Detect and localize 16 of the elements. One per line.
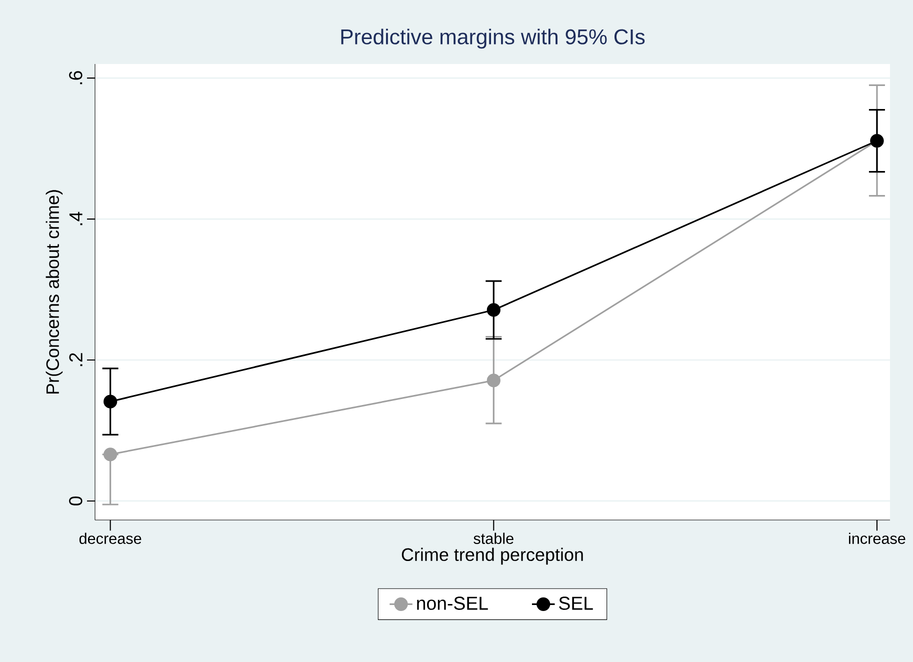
y-tick-label: .6 xyxy=(69,71,82,84)
point xyxy=(486,374,500,388)
y-tick-label: 0 xyxy=(69,496,82,506)
point xyxy=(486,303,500,317)
y-tick-label: .4 xyxy=(69,212,82,226)
y-axis-title: Pr(Concerns about crime) xyxy=(46,190,63,394)
legend-label: non-SEL xyxy=(417,596,488,610)
point xyxy=(104,394,118,408)
legend-label: SEL xyxy=(559,596,593,610)
x-axis-title: Crime trend perception xyxy=(402,548,583,565)
x-tick-label: increase xyxy=(849,532,906,544)
chart-title: Predictive margins with 95% CIs xyxy=(341,28,645,49)
point xyxy=(104,448,118,462)
x-tick-label: decrease xyxy=(79,532,142,544)
x-tick-label: stable xyxy=(474,532,514,544)
y-tick-label: .2 xyxy=(69,353,82,366)
